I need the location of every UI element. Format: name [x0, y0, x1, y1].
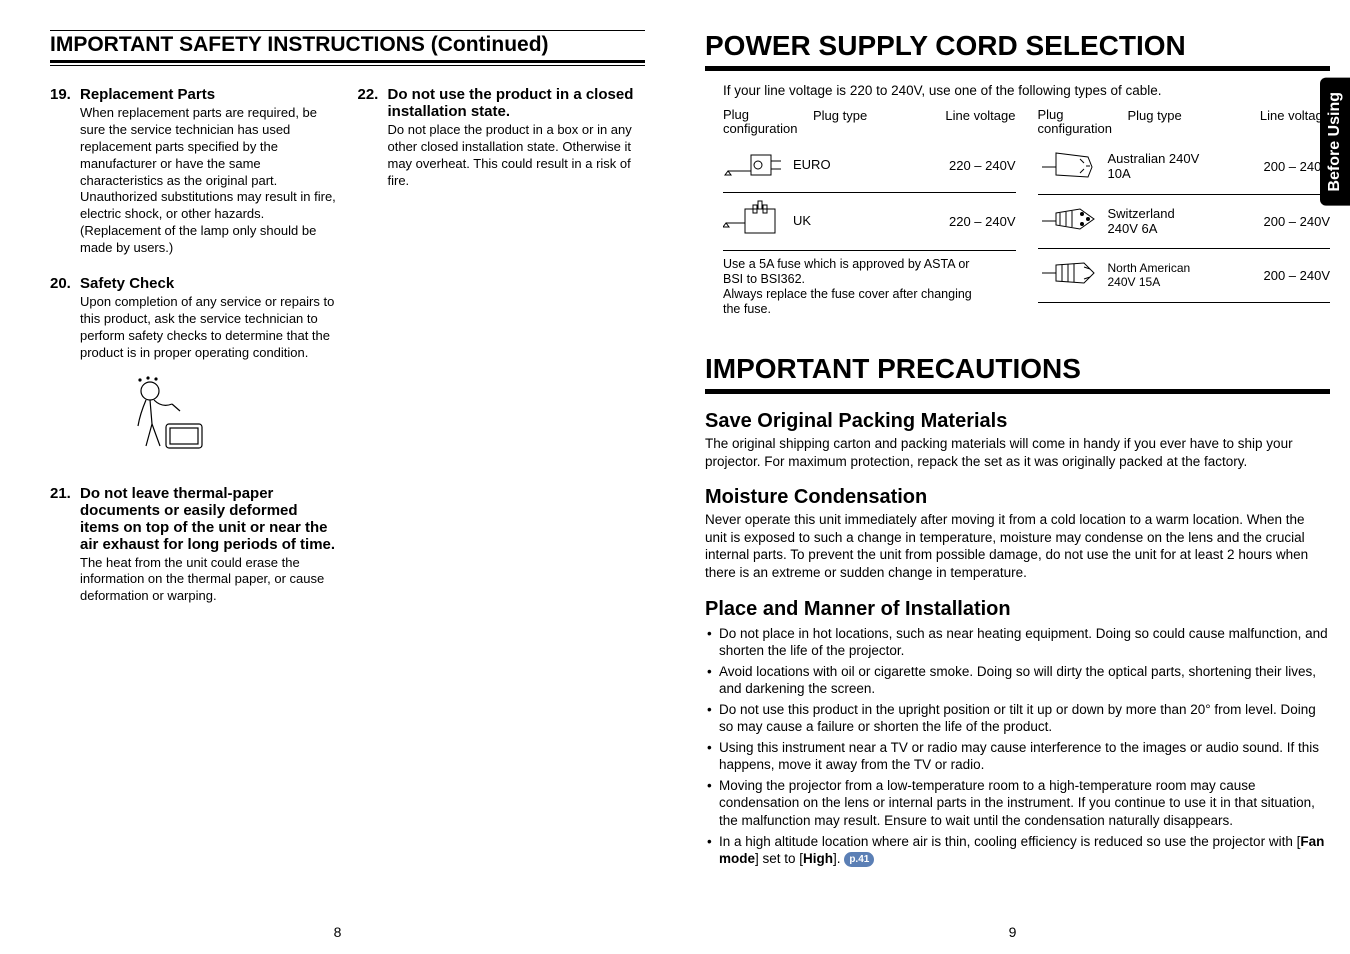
item-title: Do not use the product in a closed insta…: [388, 86, 646, 120]
plug-uk-icon: [723, 199, 793, 244]
plug-row-na: North American 240V 15A 200 – 240V: [1038, 249, 1331, 303]
safety-heading: IMPORTANT SAFETY INSTRUCTIONS (Continued…: [50, 30, 645, 63]
columns: 19. Replacement Parts When replacement p…: [50, 78, 645, 605]
plug-headers: Plug configuration Plug type Line voltag…: [1038, 108, 1331, 135]
install-bullets: Do not place in hot locations, such as n…: [705, 625, 1330, 868]
plug-volt: 200 – 240V: [1200, 159, 1331, 174]
fuse-note: Use a 5A fuse which is approved by ASTA …: [723, 257, 983, 317]
item-title: Safety Check: [80, 275, 174, 292]
bullet-last: In a high altitude location where air is…: [705, 833, 1330, 868]
plug-aus-icon: [1038, 145, 1108, 188]
head-type: Plug type: [813, 108, 905, 135]
plug-col-right: Plug configuration Plug type Line voltag…: [1038, 108, 1331, 317]
bullet-end: ].: [833, 851, 844, 866]
item-22-head: 22. Do not use the product in a closed i…: [358, 86, 646, 120]
head-config: Plug configuration: [723, 108, 813, 135]
power-title: POWER SUPPLY CORD SELECTION: [705, 30, 1330, 70]
precautions-title: IMPORTANT PRECAUTIONS: [705, 353, 1330, 393]
item-20-head: 20. Safety Check: [50, 275, 338, 292]
moisture-title: Moisture Condensation: [705, 486, 1330, 509]
plug-row-uk: UK 220 – 240V: [723, 193, 1016, 251]
plug-volt: 220 – 240V: [885, 214, 1016, 229]
plug-headers: Plug configuration Plug type Line voltag…: [723, 108, 1016, 135]
item-body: Do not place the product in a box or in …: [388, 122, 646, 190]
rule: [705, 70, 1330, 71]
bullet: Do not use this product in the upright p…: [705, 701, 1330, 736]
plug-volt: 220 – 240V: [885, 158, 1016, 173]
page-ref-badge: p.41: [844, 852, 874, 867]
save-packing-title: Save Original Packing Materials: [705, 410, 1330, 433]
plug-type: North American 240V 15A: [1108, 262, 1200, 290]
right-page: POWER SUPPLY CORD SELECTION If your line…: [675, 0, 1350, 954]
plug-type: UK: [793, 214, 885, 229]
col-1: 19. Replacement Parts When replacement p…: [50, 78, 338, 605]
bullet: Moving the projector from a low-temperat…: [705, 777, 1330, 830]
plug-euro-icon: [723, 145, 793, 186]
bullet-prefix: In a high altitude location where air is…: [719, 834, 1300, 849]
plug-volt: 200 – 240V: [1200, 214, 1331, 229]
power-intro: If your line voltage is 220 to 240V, use…: [723, 83, 1330, 98]
col-2: 22. Do not use the product in a closed i…: [358, 78, 646, 605]
plug-volt: 200 – 240V: [1200, 268, 1331, 283]
plug-type: Switzerland 240V 6A: [1108, 207, 1200, 237]
head-volt: Line voltage: [1220, 108, 1331, 135]
item-title: Do not leave thermal-paper documents or …: [80, 485, 338, 553]
item-body: The heat from the unit could erase the i…: [80, 555, 338, 606]
item-21-head: 21. Do not leave thermal-paper documents…: [50, 485, 338, 553]
page-number-right: 9: [675, 924, 1350, 940]
bullet-mid: ] set to [: [755, 851, 803, 866]
technician-illustration: [110, 376, 338, 471]
install-title: Place and Manner of Installation: [705, 598, 1330, 621]
item-num: 22.: [358, 86, 382, 103]
plug-col-left: Plug configuration Plug type Line voltag…: [723, 108, 1016, 317]
page-number-left: 8: [0, 924, 675, 940]
moisture-body: Never operate this unit immediately afte…: [705, 511, 1330, 581]
rule: [705, 393, 1330, 394]
item-body: Upon completion of any service or repair…: [80, 294, 338, 362]
section-tab: Before Using: [1320, 78, 1350, 206]
high-label: High: [803, 851, 833, 866]
bullet: Do not place in hot locations, such as n…: [705, 625, 1330, 660]
plug-swiss-icon: [1038, 201, 1108, 242]
item-num: 19.: [50, 86, 74, 103]
left-page: IMPORTANT SAFETY INSTRUCTIONS (Continued…: [0, 0, 675, 954]
plug-row-euro: EURO 220 – 240V: [723, 139, 1016, 193]
item-title: Replacement Parts: [80, 86, 215, 103]
plug-na-icon: [1038, 255, 1108, 296]
bullet: Using this instrument near a TV or radio…: [705, 739, 1330, 774]
plug-type: Australian 240V 10A: [1108, 152, 1200, 182]
item-num: 20.: [50, 275, 74, 292]
bullet: Avoid locations with oil or cigarette sm…: [705, 663, 1330, 698]
plug-grid: Plug configuration Plug type Line voltag…: [723, 108, 1330, 317]
plug-row-aus: Australian 240V 10A 200 – 240V: [1038, 139, 1331, 195]
item-num: 21.: [50, 485, 74, 502]
head-type: Plug type: [1128, 108, 1220, 135]
item-19-head: 19. Replacement Parts: [50, 86, 338, 103]
item-body: When replacement parts are required, be …: [80, 105, 338, 257]
rule: [50, 65, 645, 66]
head-config: Plug configuration: [1038, 108, 1128, 135]
plug-row-swiss: Switzerland 240V 6A 200 – 240V: [1038, 195, 1331, 249]
plug-type: EURO: [793, 158, 885, 173]
head-volt: Line voltage: [905, 108, 1016, 135]
save-packing-body: The original shipping carton and packing…: [705, 435, 1330, 470]
